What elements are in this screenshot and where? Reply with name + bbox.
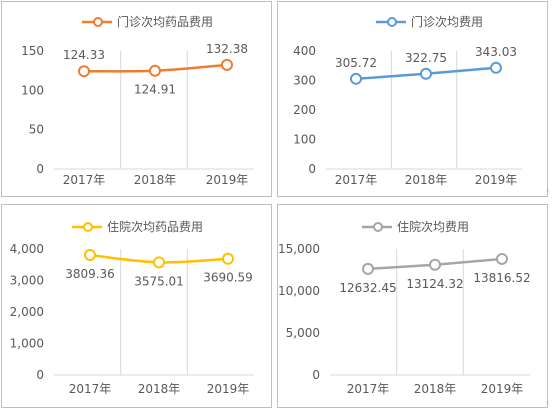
y-tick-label: 150 (21, 44, 44, 58)
y-tick-label: 2,000 (10, 305, 44, 319)
y-tick-label: 100 (21, 83, 44, 97)
y-tick-label: 50 (29, 123, 44, 137)
legend-label: 住院次均药品费用 (107, 220, 203, 234)
x-tick-label: 2019年 (475, 173, 518, 187)
resize-marker-icon: ‹ (546, 186, 550, 195)
data-label: 3809.36 (65, 267, 115, 281)
y-tick-label: 0 (308, 162, 316, 176)
x-tick-label: 2017年 (347, 382, 390, 396)
data-point (350, 72, 362, 85)
chart-svg-outpatient-total: 0 100 200 300 400 2017年 2018年 2019年 305.72 322.75… (293, 14, 522, 187)
data-label: 124.33 (63, 48, 105, 62)
data-point (78, 65, 90, 78)
x-tick-label: 2019年 (481, 382, 524, 396)
legend-marker-icon (387, 17, 397, 27)
data-point (429, 258, 441, 271)
legend-marker-icon (373, 222, 383, 232)
y-tick-label: 400 (293, 44, 316, 58)
chart-svg-outpatient-drug: 0 50 100 150 2017年 2018年 2019年 124.33 124.91 132.… (21, 14, 254, 187)
chart-panel-outpatient-drug: 0 50 100 150 2017年 2018年 2019年 124.33 124.91 132.… (1, 1, 272, 197)
x-tick-label: 2019年 (206, 173, 249, 187)
chart-svg-inpatient-total: 0 5,000 10,000 15,000 2017年 2018年 2019年 12632.4… (278, 220, 531, 396)
data-point (84, 249, 96, 262)
y-tick-label: 0 (312, 368, 320, 382)
legend-marker-icon (83, 222, 93, 232)
data-point (420, 67, 432, 80)
legend-label: 门诊次均费用 (411, 14, 483, 29)
y-tick-label: 0 (36, 162, 44, 176)
x-tick-label: 2017年 (63, 173, 106, 187)
y-tick-label: 300 (293, 74, 316, 88)
data-point (490, 61, 502, 74)
y-tick-label: 200 (293, 103, 316, 117)
data-point (221, 58, 233, 71)
y-tick-label: 100 (293, 133, 316, 147)
y-tick-label: 0 (36, 368, 44, 382)
data-label: 12632.45 (339, 281, 396, 295)
legend-label: 门诊次均药品费用 (117, 14, 213, 29)
x-tick-label: 2018年 (405, 173, 448, 187)
data-point (222, 252, 234, 265)
x-tick-label: 2018年 (138, 382, 181, 396)
y-tick-label: 3,000 (10, 274, 44, 288)
legend-label: 住院次均费用 (397, 220, 469, 234)
data-label: 322.75 (405, 51, 447, 65)
y-tick-label: 15,000 (278, 242, 320, 256)
x-tick-label: 2018年 (414, 382, 457, 396)
chart-panel-inpatient-drug: 0 1,000 2,000 3,000 4,000 2017年 2018年 2019年 3809… (1, 204, 272, 408)
y-tick-label: 10,000 (278, 284, 320, 298)
y-tick-label: 4,000 (10, 242, 44, 256)
data-label: 3575.01 (134, 274, 184, 288)
data-label: 13124.32 (406, 277, 463, 291)
data-label: 132.38 (206, 42, 248, 56)
x-tick-label: 2017年 (335, 173, 378, 187)
x-tick-label: 2017年 (69, 382, 112, 396)
chart-panel-outpatient-total: 0 100 200 300 400 2017年 2018年 2019年 305.72 322.75… (277, 1, 548, 197)
resize-marker-icon: ‹ (546, 398, 550, 407)
data-point (496, 252, 508, 265)
y-tick-label: 1,000 (10, 337, 44, 351)
data-point (149, 64, 161, 77)
y-tick-label: 5,000 (286, 326, 320, 340)
x-tick-label: 2018年 (134, 173, 177, 187)
chart-svg-inpatient-drug: 0 1,000 2,000 3,000 4,000 2017年 2018年 2019年 3809… (10, 220, 254, 396)
chart-panel-inpatient-total: 0 5,000 10,000 15,000 2017年 2018年 2019年 12632.4… (277, 204, 548, 408)
data-label: 3690.59 (203, 271, 253, 285)
data-point (362, 262, 374, 275)
data-point (153, 256, 165, 269)
legend-marker-icon (93, 17, 103, 27)
data-label: 343.03 (475, 45, 517, 59)
data-label: 124.91 (134, 83, 176, 97)
data-label: 13816.52 (473, 271, 530, 285)
x-tick-label: 2019年 (207, 382, 250, 396)
data-label: 305.72 (335, 56, 377, 70)
